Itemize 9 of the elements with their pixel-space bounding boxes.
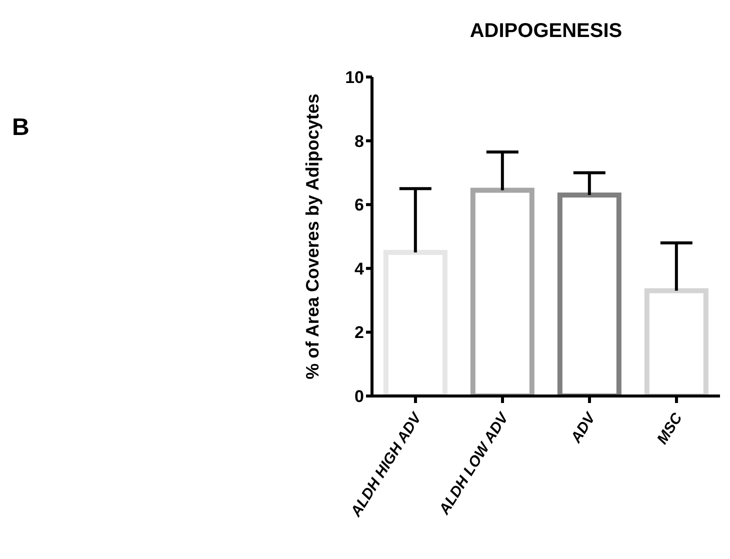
y-axis-title: % of Area Coveres by Adipocytes bbox=[302, 94, 322, 380]
y-tick-label: 6 bbox=[354, 196, 364, 215]
y-tick-label: 10 bbox=[345, 68, 364, 88]
y-tick-label: 8 bbox=[354, 132, 364, 151]
y-tick-label: 0 bbox=[354, 387, 364, 406]
chart-title: ADIPOGENESIS bbox=[468, 20, 624, 43]
text: B bbox=[12, 114, 30, 142]
y-tick-label: 2 bbox=[354, 323, 364, 342]
y-tick-label: 4 bbox=[354, 259, 365, 278]
